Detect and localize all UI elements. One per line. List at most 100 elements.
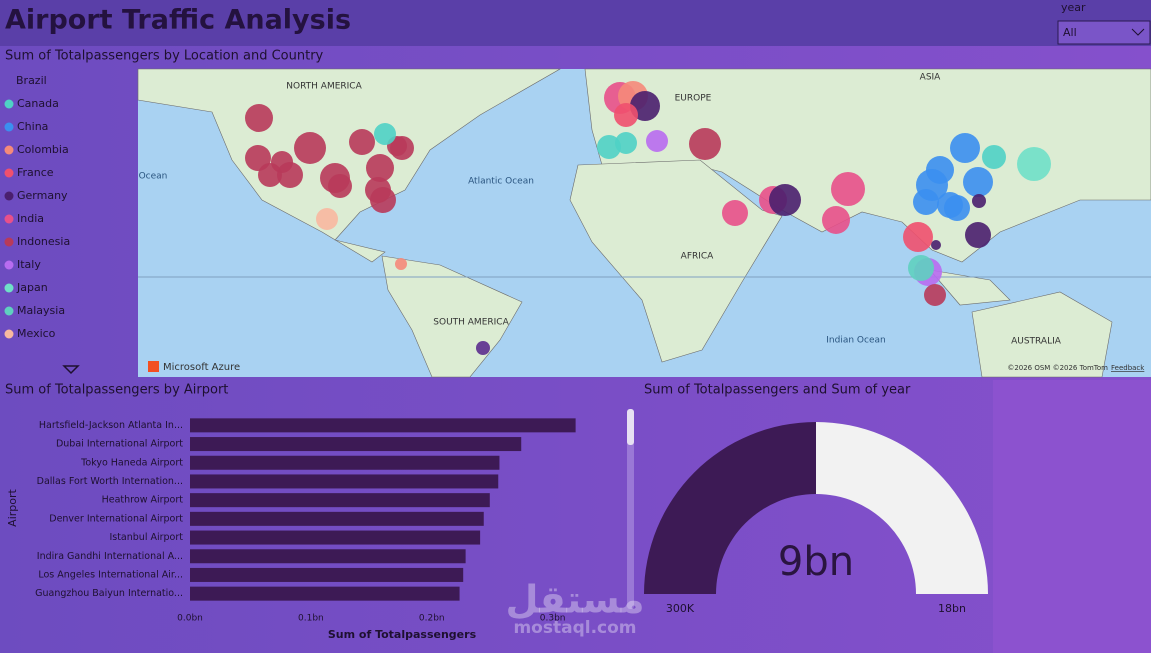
- gauge-fill: [644, 422, 816, 594]
- map-label: Atlantic Ocean: [468, 177, 534, 187]
- map-copyright: ©2026 OSM ©2026 TomTom: [1007, 364, 1108, 372]
- legend-label: China: [17, 120, 48, 133]
- map-bubble: [822, 206, 850, 234]
- legend-swatch: [4, 329, 14, 339]
- legend-label: Colombia: [17, 143, 69, 156]
- map-bubble: [395, 258, 407, 270]
- y-tick-label: Guangzhou Baiyun Internatio...: [35, 588, 183, 599]
- y-tick-label: Dallas Fort Worth Internation...: [37, 476, 183, 487]
- y-tick-label: Los Angeles International Air...: [38, 569, 183, 580]
- map-bubble: [615, 132, 637, 154]
- map-bubble: [294, 132, 326, 164]
- map-bubble: [316, 208, 338, 230]
- map-bubble: [328, 174, 352, 198]
- map-bubble: [374, 123, 396, 145]
- bar-title: Sum of Totalpassengers by Airport: [5, 383, 228, 398]
- map-bubble: [963, 167, 993, 197]
- map-bubble: [924, 284, 946, 306]
- scrollbar-thumb[interactable]: [627, 409, 634, 445]
- legend-swatch: [4, 260, 14, 270]
- legend-swatch: [4, 214, 14, 224]
- map-bubble: [913, 189, 939, 215]
- land: [971, 291, 1113, 378]
- side-panel: [993, 380, 1151, 653]
- azure-logo: [148, 361, 159, 372]
- map-title: Sum of Totalpassengers by Location and C…: [5, 49, 324, 64]
- map-bubble: [982, 145, 1006, 169]
- map-bubble: [965, 222, 991, 248]
- bar: [190, 493, 490, 508]
- page-title: Airport Traffic Analysis: [5, 5, 351, 36]
- header-bar: [0, 0, 1151, 46]
- map-label: EUROPE: [675, 94, 712, 104]
- slicer-dropdown[interactable]: [1057, 20, 1151, 45]
- legend-label: Italy: [17, 258, 41, 271]
- map-label: ASIA: [920, 73, 942, 83]
- legend-swatch: [4, 283, 14, 293]
- map-bubble: [1017, 147, 1051, 181]
- legend-swatch: [4, 122, 14, 132]
- legend-label: Indonesia: [17, 235, 70, 248]
- map-label: Ocean: [139, 172, 168, 182]
- x-tick-label: 0.2bn: [419, 614, 445, 624]
- map-attribution: Microsoft Azure: [163, 362, 240, 373]
- gauge-tick-label: 18bn: [938, 602, 966, 615]
- watermark: mostaql.com: [513, 618, 636, 638]
- scrollbar[interactable]: [627, 409, 634, 609]
- gauge-track: [815, 422, 988, 594]
- legend-label: Canada: [17, 97, 59, 110]
- map-label: AUSTRALIA: [1011, 337, 1062, 347]
- bar: [190, 567, 464, 582]
- map-feedback[interactable]: Feedback: [1111, 364, 1145, 372]
- watermark: مستقل: [506, 578, 645, 622]
- x-axis-label: Sum of Totalpassengers: [328, 628, 477, 641]
- map-bubble: [908, 255, 934, 281]
- bar: [190, 586, 460, 601]
- y-tick-label: Heathrow Airport: [102, 495, 184, 506]
- legend-swatch: [4, 145, 14, 155]
- map: NORTH AMERICA EUROPE ASIA Atlantic Ocean AFR…: [137, 68, 1151, 378]
- legend-label: France: [17, 166, 54, 179]
- legend-swatch: [4, 99, 14, 109]
- map-bubble: [950, 133, 980, 163]
- map-bubble: [769, 184, 801, 216]
- y-tick-label: Tokyo Haneda Airport: [80, 457, 183, 468]
- map-bubble: [689, 128, 721, 160]
- slicer-label: year: [1061, 1, 1086, 14]
- map-label: AFRICA: [681, 252, 715, 262]
- y-axis-label: Airport: [6, 488, 19, 526]
- map-label: NORTH AMERICA: [286, 82, 362, 92]
- legend-swatch: [4, 168, 14, 178]
- legend-label: Brazil: [16, 74, 47, 87]
- y-tick-label: Hartsfield-Jackson Atlanta In...: [39, 420, 183, 431]
- map-bubble: [722, 200, 748, 226]
- map-bubble: [614, 103, 638, 127]
- y-tick-label: Istanbul Airport: [109, 532, 183, 543]
- map-bubble: [597, 135, 621, 159]
- bar: [190, 530, 481, 545]
- legend-swatch: [4, 306, 14, 316]
- map-bubble: [831, 172, 865, 206]
- x-tick-label: 0.1bn: [298, 614, 324, 624]
- bar: [190, 549, 466, 564]
- legend-label: Germany: [17, 189, 68, 202]
- legend-label: Mexico: [17, 327, 56, 340]
- y-tick-label: Indira Gandhi International A...: [37, 551, 183, 562]
- x-tick-label: 0.0bn: [177, 614, 203, 624]
- legend-scroll-arrow[interactable]: [62, 365, 80, 375]
- x-tick-label: 0.3bn: [540, 614, 566, 624]
- y-tick-label: Dubai International Airport: [56, 439, 183, 450]
- y-tick-label: Denver International Airport: [49, 513, 183, 524]
- legend-swatch: [4, 237, 14, 247]
- map-bubble: [646, 130, 668, 152]
- gauge-value: 9bn: [778, 539, 854, 585]
- legend-label: Malaysia: [17, 304, 65, 317]
- map-bubble: [931, 240, 941, 250]
- map-bubble: [349, 129, 375, 155]
- legend-label: India: [17, 212, 44, 225]
- map-bubble: [944, 195, 970, 221]
- bar: [190, 511, 484, 526]
- map-bubble: [903, 222, 933, 252]
- map-bubble: [258, 163, 282, 187]
- bar: [190, 418, 576, 433]
